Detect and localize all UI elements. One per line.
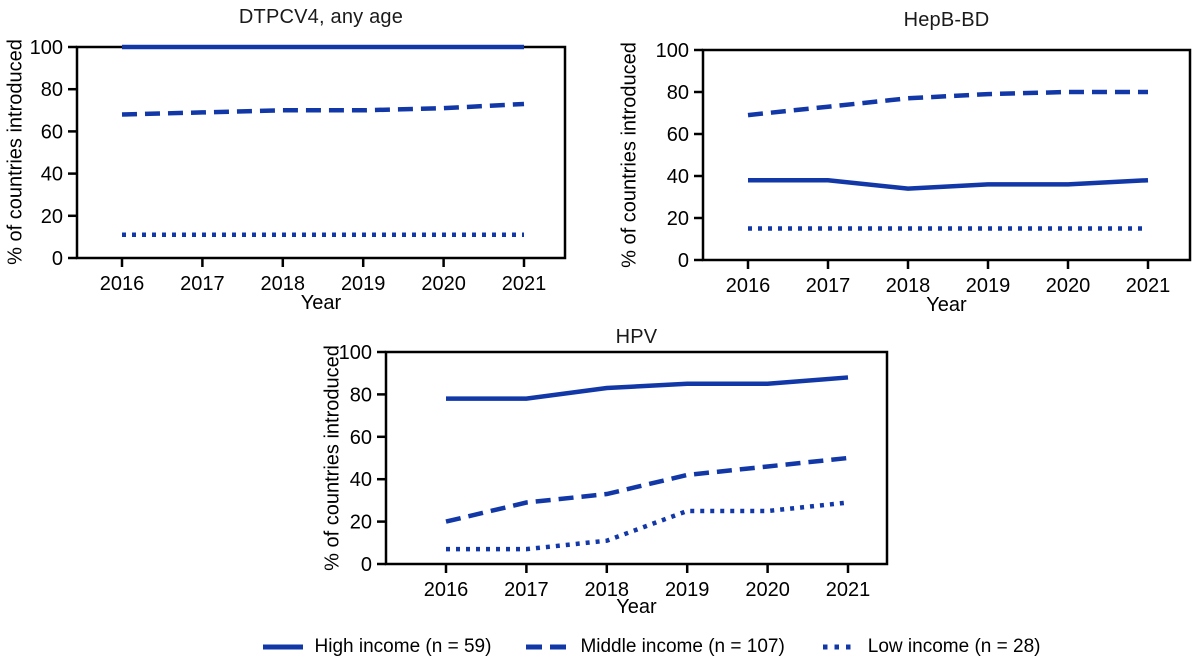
- plot-hpv: 0 20 40 60 80 100 2016 2017 2018 2019 2020 2021: [339, 342, 889, 601]
- x-tick-label: 2018: [261, 273, 306, 295]
- x-tick-label: 2021: [826, 579, 871, 601]
- y-tick-label: 40: [350, 469, 372, 491]
- y-tick-label: 60: [41, 121, 63, 143]
- y-tick-label: 20: [667, 208, 689, 230]
- plot-dtpcv4: 0 20 40 60 80 100 2016 2017 2018 2019 2020 2021: [30, 37, 567, 295]
- plot-border: [701, 48, 1192, 262]
- series-dashed-line: [747, 89, 1148, 118]
- x-tick-label: 2019: [966, 275, 1011, 297]
- series-dashed-line: [121, 101, 525, 117]
- x-tick-label: 2016: [100, 273, 145, 295]
- series-dotted-line: [446, 500, 849, 552]
- y-tick-label: 80: [41, 79, 63, 101]
- x-tick-label: 2020: [421, 273, 466, 295]
- x-tick-label: 2017: [806, 275, 851, 297]
- y-tick-label: 0: [52, 248, 63, 270]
- y-tick-label: 80: [667, 82, 689, 104]
- y-tick-label: 100: [656, 40, 689, 62]
- x-tick-label: 2019: [341, 273, 386, 295]
- y-tick-label: 40: [41, 164, 63, 186]
- legend-label: High income (n = 59): [314, 636, 492, 657]
- y-tick-label: 100: [30, 37, 63, 59]
- dotted-line-icon: [822, 644, 855, 650]
- x-tick-label: 2018: [585, 579, 630, 601]
- chart-title: DTPCV4, any age: [238, 6, 404, 28]
- chart-hepb-bd: HepB-BD % of countries introduced 0 20 40 6…: [610, 0, 1200, 325]
- x-axis-label: Year: [926, 294, 967, 316]
- plot-hepb-bd: 0 20 40 60 80 100 2016 2017 2018 2019 2020 2021: [656, 40, 1192, 297]
- y-tick-label: 80: [350, 384, 372, 406]
- plot-border: [75, 45, 567, 260]
- legend-item-middle-income: Middle income (n = 107): [525, 636, 785, 658]
- series-solid-line: [748, 177, 1149, 191]
- legend-item-high-income: High income (n = 59): [260, 636, 492, 658]
- legend-label: Middle income (n = 107): [580, 636, 785, 657]
- x-tick-label: 2021: [502, 273, 547, 295]
- x-tick-label: 2016: [726, 275, 771, 297]
- chart-title: HepB-BD: [903, 9, 990, 31]
- legend-label: Low income (n = 28): [867, 636, 1041, 657]
- y-tick-label: 100: [339, 342, 372, 364]
- y-tick-label: 60: [350, 427, 372, 449]
- x-tick-label: 2017: [180, 273, 225, 295]
- series-solid-line: [446, 375, 849, 401]
- y-tick-label: 20: [350, 512, 372, 534]
- y-tick-label: 20: [41, 206, 63, 228]
- y-tick-label: 0: [678, 250, 689, 272]
- x-tick-label: 2017: [504, 579, 549, 601]
- y-tick-label: 0: [361, 554, 372, 576]
- x-tick-label: 2018: [886, 275, 931, 297]
- series-dashed-line: [445, 455, 849, 524]
- chart-title: HPV: [615, 326, 658, 348]
- x-axis-label: Year: [616, 596, 657, 618]
- x-tick-label: 2016: [424, 579, 469, 601]
- x-tick-label: 2020: [1046, 275, 1091, 297]
- x-tick-label: 2019: [665, 579, 710, 601]
- chart-dtpcv4: DTPCV4, any age % of countries introduce…: [0, 0, 580, 325]
- y-tick-label: 60: [667, 124, 689, 146]
- y-tick-label: 40: [667, 166, 689, 188]
- x-tick-label: 2021: [1126, 275, 1171, 297]
- legend: High income (n = 59) Middle income (n = …: [100, 636, 1200, 658]
- x-axis-label: Year: [300, 292, 342, 314]
- x-tick-label: 2020: [745, 579, 790, 601]
- plot-border: [384, 350, 889, 566]
- legend-item-low-income: Low income (n = 28): [819, 636, 1041, 658]
- solid-line-icon: [262, 644, 303, 650]
- chart-hpv: HPV % of countries introduced 0 20 40 60 80 1…: [306, 326, 896, 630]
- dashed-line-icon: [526, 644, 571, 650]
